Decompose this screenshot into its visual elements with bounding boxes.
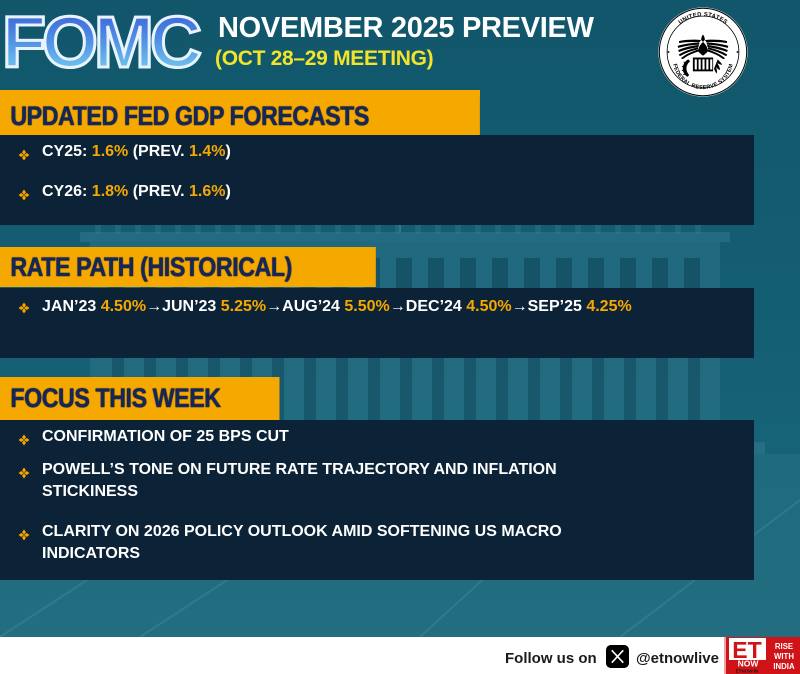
svg-text:NOW: NOW	[738, 659, 760, 669]
svg-text:WITH: WITH	[774, 652, 794, 661]
svg-text:ETNOW.IN: ETNOW.IN	[736, 669, 759, 674]
svg-text:RISE: RISE	[775, 642, 793, 651]
svg-text:INDIA: INDIA	[773, 662, 795, 671]
